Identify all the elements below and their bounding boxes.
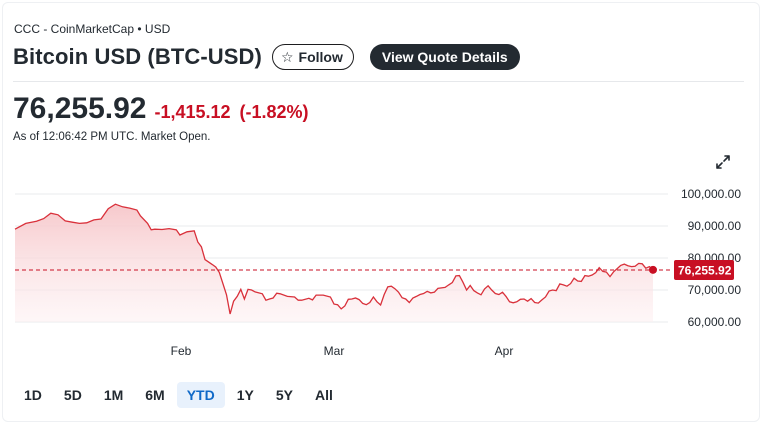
as-of-timestamp: As of 12:06:42 PM UTC. Market Open. [13, 131, 211, 143]
x-tick-label: Feb [171, 344, 192, 358]
x-tick-label: Mar [324, 344, 345, 358]
y-tick-label: 100,000.00 [681, 187, 741, 201]
y-tick-label: 90,000.00 [688, 219, 742, 233]
current-price: 76,255.92 [13, 92, 147, 125]
page-title: Bitcoin USD (BTC-USD) [13, 44, 262, 69]
x-tick-label: Apr [495, 344, 514, 358]
price-row: 76,255.92 -1,415.12 (-1.82%) [13, 92, 309, 126]
range-all[interactable]: All [314, 387, 333, 403]
follow-label: Follow [298, 49, 343, 65]
current-price-badge-label: 76,255.92 [678, 263, 732, 277]
title-row: Bitcoin USD (BTC-USD) ☆ Follow View Quot… [13, 44, 520, 70]
expand-icon[interactable] [714, 153, 732, 171]
range-5y[interactable]: 5Y [275, 387, 293, 403]
range-1y[interactable]: 1Y [236, 387, 254, 403]
y-tick-label: 60,000.00 [688, 315, 742, 329]
range-6m[interactable]: 6M [145, 387, 165, 403]
quote-source: CCC - CoinMarketCap • USD [14, 22, 171, 36]
header-divider [13, 81, 744, 82]
y-tick-label: 70,000.00 [688, 283, 742, 297]
range-selector: 1D 5D 1M 6M YTD 1Y 5Y All [14, 382, 345, 408]
price-change: -1,415.12 [154, 102, 231, 122]
quote-card [2, 2, 760, 422]
follow-button[interactable]: ☆ Follow [271, 44, 354, 70]
range-5d[interactable]: 5D [63, 387, 82, 403]
star-icon: ☆ [280, 49, 294, 65]
chart-price-line [14, 203, 654, 315]
current-price-badge [674, 259, 734, 280]
view-quote-details-button[interactable]: View Quote Details [369, 44, 520, 70]
range-ytd[interactable]: YTD [176, 382, 225, 408]
range-1d[interactable]: 1D [24, 387, 42, 403]
range-1m[interactable]: 1M [103, 387, 124, 403]
current-price-dot [649, 265, 657, 274]
price-change-percent: (-1.82%) [239, 102, 309, 122]
